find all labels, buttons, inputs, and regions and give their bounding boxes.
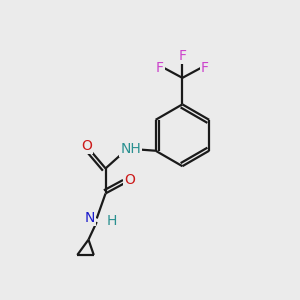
Text: O: O bbox=[81, 139, 92, 153]
Text: N: N bbox=[85, 211, 95, 225]
Text: F: F bbox=[178, 49, 186, 63]
Text: F: F bbox=[201, 61, 209, 75]
Text: NH: NH bbox=[120, 142, 141, 156]
Text: H: H bbox=[106, 214, 116, 228]
Text: F: F bbox=[156, 61, 164, 75]
Text: O: O bbox=[124, 173, 135, 187]
